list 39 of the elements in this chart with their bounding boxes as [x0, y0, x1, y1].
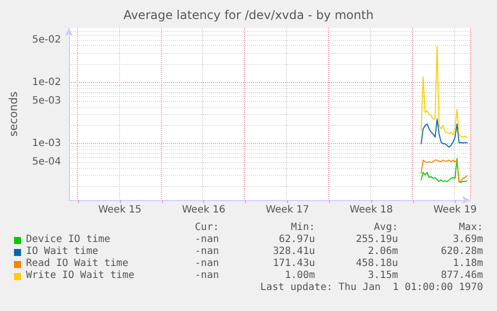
- x-tick-label: Week 18: [350, 204, 393, 216]
- text: Min:: [290, 222, 315, 233]
- legend-label: Write IO Wait time: [26, 270, 134, 281]
- text: 255.19u: [356, 234, 398, 245]
- text: 328.41u: [272, 246, 315, 257]
- y-tick-label: 1e-03: [32, 138, 61, 150]
- text: 3.69m: [452, 234, 483, 245]
- line-series: [420, 46, 468, 138]
- text: Max:: [458, 222, 483, 233]
- text: Cur:: [194, 222, 219, 233]
- x-tick-label: Week 19: [433, 204, 477, 216]
- text: -nan: [194, 234, 219, 245]
- legend-label: IO Wait time: [26, 246, 98, 257]
- text: 620.28m: [440, 246, 483, 257]
- y-axis-title: seconds: [7, 91, 20, 136]
- line-series: [420, 118, 468, 148]
- text: 171.43u: [272, 258, 315, 269]
- text: -nan: [194, 270, 219, 281]
- text: -nan: [194, 246, 219, 257]
- y-tick-label: 1e-02: [32, 77, 61, 88]
- legend-label: Read IO Wait time: [26, 258, 128, 269]
- text: -nan: [194, 258, 219, 269]
- text: 3.15m: [368, 270, 398, 281]
- text: 1.18m: [452, 258, 483, 269]
- text: 2.06m: [368, 246, 398, 257]
- text: 1.00m: [284, 270, 315, 281]
- chart-title: Average latency for /dev/xvda - by month: [123, 8, 374, 22]
- x-tick-label: Week 16: [182, 204, 226, 216]
- text: 62.97u: [278, 234, 315, 245]
- x-tick-label: Week 15: [98, 204, 142, 216]
- text: Avg:: [374, 222, 398, 233]
- text: 877.46m: [440, 270, 483, 281]
- y-tick-label: 5e-03: [32, 95, 61, 106]
- y-tick-label: 5e-02: [32, 34, 61, 46]
- text: Last update: Thu Jan 1 01:00:00 1970: [260, 282, 483, 293]
- y-tick-label: 5e-04: [32, 156, 61, 168]
- text: 458.18u: [356, 258, 398, 269]
- legend-label: Device IO time: [26, 234, 110, 245]
- x-tick-label: Week 17: [266, 204, 310, 216]
